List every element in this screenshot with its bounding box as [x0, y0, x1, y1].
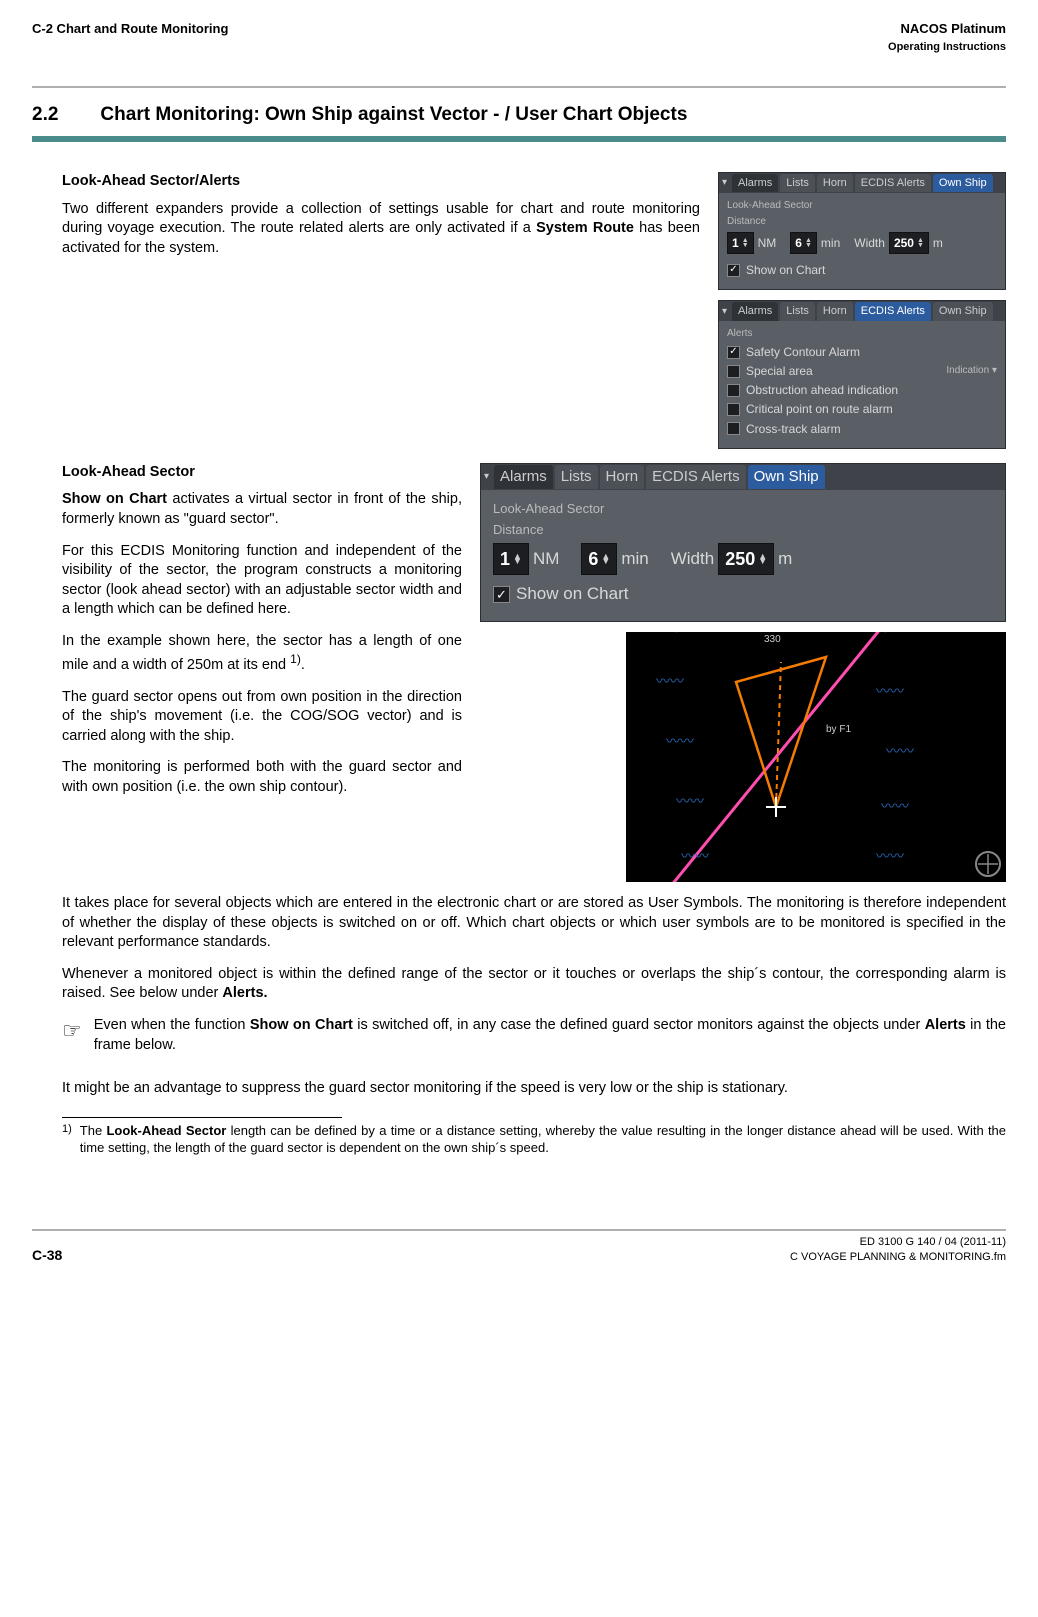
tab-alarms[interactable]: Alarms [732, 174, 778, 193]
panel-lookahead-small: ▾ Alarms Lists Horn ECDIS Alerts Own Shi… [718, 172, 1006, 290]
tab-alarms[interactable]: Alarms [732, 302, 778, 321]
distance-label: Distance [727, 215, 997, 229]
lookahead-alerts-heading: Look-Ahead Sector/Alerts [62, 172, 700, 192]
unit-m: m [933, 235, 943, 251]
footnote-rule [62, 1117, 342, 1118]
unit-nm: NM [533, 548, 559, 571]
width-input[interactable]: 250▲▼ [718, 543, 774, 575]
tab-horn[interactable]: Horn [817, 174, 853, 193]
para-objects: It takes place for several objects which… [62, 894, 1006, 953]
panel-alerts: ▾ Alarms Lists Horn ECDIS Alerts Own Shi… [718, 300, 1006, 448]
sector-centerline [776, 662, 781, 807]
alert-label: Cross-track alarm [746, 421, 841, 437]
special-area-checkbox[interactable] [727, 365, 740, 378]
panel-tabs: ▾ Alarms Lists Horn ECDIS Alerts Own Shi… [719, 173, 1005, 193]
distance-nm-input[interactable]: 1▲▼ [493, 543, 529, 575]
tab-expand-icon[interactable]: ▾ [719, 176, 730, 190]
tab-ecdis-alerts[interactable]: ECDIS Alerts [855, 174, 931, 193]
para-ecdis-monitoring: For this ECDIS Monitoring function and i… [62, 542, 462, 620]
para-monitoring: The monitoring is performed both with th… [62, 758, 462, 797]
header-right-top: NACOS Platinum [901, 20, 1006, 38]
group-label: Look-Ahead Sector [493, 500, 993, 518]
tab-own-ship[interactable]: Own Ship [933, 174, 993, 193]
tab-horn[interactable]: Horn [600, 465, 645, 489]
tab-lists[interactable]: Lists [780, 302, 815, 321]
tab-own-ship[interactable]: Own Ship [748, 465, 825, 489]
page-number: C-38 [32, 1246, 62, 1265]
doc-file: C VOYAGE PLANNING & MONITORING.fm [790, 1250, 1006, 1265]
alert-row: Critical point on route alarm [727, 401, 997, 417]
distance-nm-input[interactable]: 1▲▼ [727, 232, 754, 254]
alert-label: Safety Contour Alarm [746, 344, 860, 360]
alert-label: Obstruction ahead indication [746, 382, 898, 398]
chart-preview: 330 by F1 〰〰 〰〰 〰〰 〰〰 〰〰 〰〰 〰〰 〰〰 [626, 632, 1006, 882]
safety-contour-checkbox[interactable]: ✓ [727, 346, 740, 359]
tab-expand-icon[interactable]: ▾ [719, 305, 730, 319]
unit-min: min [821, 235, 840, 251]
critical-point-checkbox[interactable] [727, 403, 740, 416]
footnote-text: The Look-Ahead Sector length can be defi… [80, 1122, 1006, 1157]
own-ship-marker [766, 797, 786, 817]
para-example: In the example shown here, the sector ha… [62, 632, 462, 676]
note-text: Even when the function Show on Chart is … [94, 1016, 1006, 1055]
tab-ecdis-alerts[interactable]: ECDIS Alerts [855, 302, 931, 321]
width-label: Width [854, 235, 885, 251]
unit-min: min [621, 548, 648, 571]
tab-lists[interactable]: Lists [780, 174, 815, 193]
section-underline [32, 136, 1006, 142]
group-label: Look-Ahead Sector [727, 199, 997, 213]
unit-m: m [778, 548, 792, 571]
unit-nm: NM [758, 235, 777, 251]
note-icon: ☞ [62, 1016, 82, 1067]
show-on-chart-checkbox[interactable]: ✓ [493, 586, 510, 603]
tab-lists[interactable]: Lists [555, 465, 598, 489]
show-on-chart-label: Show on Chart [746, 262, 825, 278]
divider-top [32, 86, 1006, 88]
doc-id: ED 3100 G 140 / 04 (2011-11) [790, 1235, 1006, 1250]
para-show-on-chart: Show on Chart activates a virtual sector… [62, 490, 462, 529]
waypoint-label: by F1 [826, 724, 851, 735]
bearing-label: 330 [764, 634, 781, 645]
tab-ecdis-alerts[interactable]: ECDIS Alerts [646, 465, 746, 489]
alert-row: Cross-track alarm [727, 421, 997, 437]
lookahead-alerts-para: Two different expanders provide a collec… [62, 200, 700, 259]
header-right-sub: Operating Instructions [32, 40, 1006, 55]
alert-label: Special area [746, 363, 813, 379]
indication-dropdown[interactable]: Indication ▾ [946, 364, 997, 378]
footnote-mark: 1) [62, 1122, 72, 1169]
para-alarm: Whenever a monitored object is within th… [62, 965, 1006, 1004]
section-number: 2.2 [32, 102, 58, 128]
alert-row: ✓ Safety Contour Alarm [727, 344, 997, 360]
route-line [666, 632, 886, 882]
show-on-chart-checkbox[interactable]: ✓ [727, 264, 740, 277]
lookahead-sector-heading: Look-Ahead Sector [62, 463, 462, 483]
show-on-chart-label: Show on Chart [516, 583, 628, 606]
alert-row: Special area Indication ▾ [727, 363, 997, 379]
tab-own-ship[interactable]: Own Ship [933, 302, 993, 321]
distance-min-input[interactable]: 6▲▼ [581, 543, 617, 575]
panel-lookahead-large: ▾ Alarms Lists Horn ECDIS Alerts Own Shi… [480, 463, 1006, 622]
header-left: C-2 Chart and Route Monitoring [32, 20, 228, 38]
tab-alarms[interactable]: Alarms [494, 465, 553, 489]
width-input[interactable]: 250▲▼ [889, 232, 929, 254]
alert-row: Obstruction ahead indication [727, 382, 997, 398]
width-label: Width [671, 548, 714, 571]
alerts-group-label: Alerts [727, 327, 997, 341]
distance-min-input[interactable]: 6▲▼ [790, 232, 817, 254]
distance-label: Distance [493, 521, 993, 539]
alert-label: Critical point on route alarm [746, 401, 893, 417]
obstruction-checkbox[interactable] [727, 384, 740, 397]
tab-expand-icon[interactable]: ▾ [481, 470, 492, 484]
para-guard-sector: The guard sector opens out from own posi… [62, 688, 462, 747]
cross-track-checkbox[interactable] [727, 422, 740, 435]
tab-horn[interactable]: Horn [817, 302, 853, 321]
section-title: Chart Monitoring: Own Ship against Vecto… [100, 102, 687, 128]
para-suppress: It might be an advantage to suppress the… [62, 1079, 1006, 1099]
